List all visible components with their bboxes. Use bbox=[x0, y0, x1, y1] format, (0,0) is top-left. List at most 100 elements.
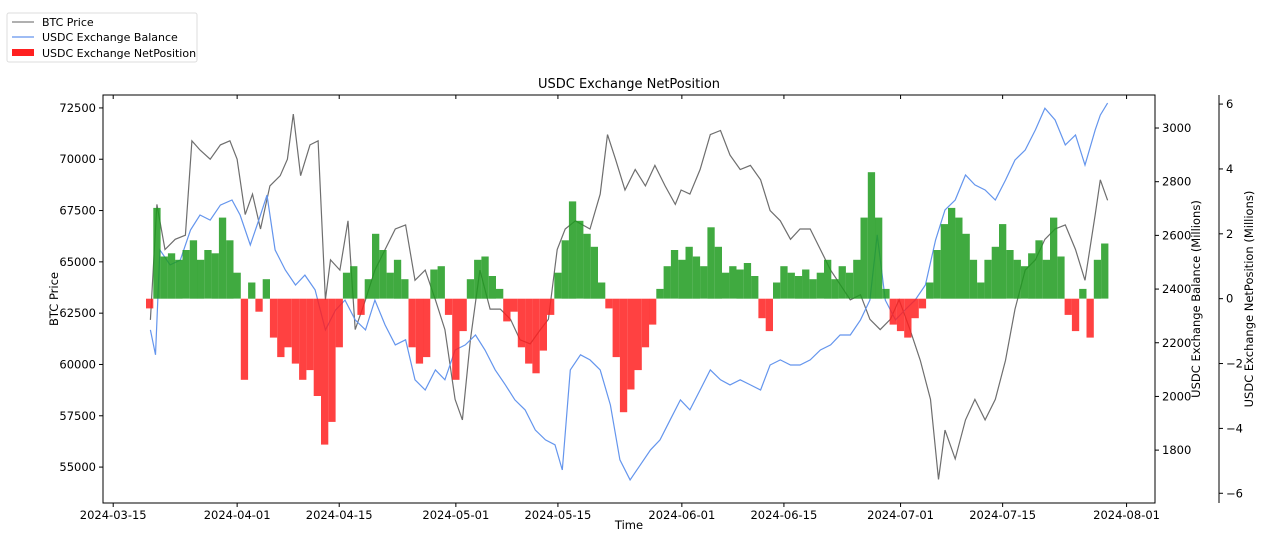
netposition-bar bbox=[153, 207, 161, 299]
net-tick-label: 2 bbox=[1226, 227, 1233, 241]
netposition-bar bbox=[787, 272, 795, 299]
netposition-bar bbox=[459, 298, 467, 332]
netposition-bar bbox=[605, 298, 613, 309]
price-tick-label: 62500 bbox=[59, 306, 96, 320]
netposition-bar bbox=[1071, 298, 1080, 332]
netposition-bar bbox=[824, 259, 832, 299]
netposition-bar bbox=[393, 259, 402, 299]
netposition-bar bbox=[765, 298, 773, 332]
netposition-bar bbox=[408, 298, 416, 348]
netposition-bar bbox=[306, 298, 314, 371]
netposition-bar bbox=[962, 233, 970, 299]
netposition-bar bbox=[248, 282, 256, 299]
legend: BTC Price USDC Exchange Balance USDC Exc… bbox=[6, 12, 198, 63]
netposition-bar bbox=[743, 263, 752, 299]
netposition-bar bbox=[918, 298, 927, 309]
netposition-bar bbox=[415, 298, 424, 364]
netposition-bar bbox=[583, 233, 591, 299]
netposition-bar bbox=[896, 298, 905, 332]
netposition-bar bbox=[867, 172, 876, 299]
balance-tick-label: 2600 bbox=[1162, 228, 1191, 242]
netposition-bar bbox=[379, 250, 387, 299]
netposition-bar bbox=[590, 246, 598, 299]
netposition-bar bbox=[547, 298, 555, 315]
net-tick-label: −6 bbox=[1226, 486, 1243, 500]
x-tick-label: 2024-04-01 bbox=[204, 508, 271, 522]
plot-frame bbox=[102, 94, 1156, 504]
x-tick-label: 2024-08-01 bbox=[1093, 508, 1160, 522]
netposition-bar bbox=[773, 282, 781, 299]
netposition-bar bbox=[401, 279, 409, 299]
netposition-bar bbox=[561, 240, 569, 299]
legend-label-balance: USDC Exchange Balance bbox=[42, 31, 178, 44]
netposition-bar bbox=[211, 253, 219, 299]
net-axis-label: USDC Exchange NetPosition (Millions) bbox=[1242, 191, 1256, 408]
netposition-bar bbox=[335, 298, 343, 348]
x-tick-label: 2024-03-15 bbox=[80, 508, 147, 522]
balance-tick-label: 1800 bbox=[1162, 443, 1191, 457]
x-tick-label: 2024-06-15 bbox=[750, 508, 817, 522]
netposition-bar bbox=[313, 298, 321, 396]
netposition-bar bbox=[678, 259, 686, 299]
netposition-bar bbox=[328, 298, 336, 422]
plot-area bbox=[146, 102, 1109, 482]
price-tick-label: 65000 bbox=[59, 255, 96, 269]
balance-tick-label: 2400 bbox=[1162, 282, 1191, 296]
netposition-bar bbox=[1028, 253, 1036, 299]
netposition-bar bbox=[481, 256, 489, 299]
netposition-bar bbox=[1086, 298, 1094, 338]
netposition-bar bbox=[1006, 250, 1014, 299]
netposition-bar bbox=[977, 282, 985, 299]
netposition-bar bbox=[430, 269, 438, 299]
netposition-bar bbox=[269, 298, 278, 338]
netposition-bar bbox=[554, 272, 562, 299]
netposition-bar bbox=[386, 272, 394, 299]
netposition-bar bbox=[641, 298, 650, 348]
netposition-bar bbox=[240, 298, 249, 380]
netposition-bar bbox=[940, 224, 948, 299]
axis-ticks: 2024-03-15 2024-04-01 2024-04-15 2024-05-01… bbox=[59, 95, 1243, 522]
price-tick-label: 57500 bbox=[59, 409, 96, 423]
x-tick-label: 2024-05-01 bbox=[422, 508, 489, 522]
netposition-bar bbox=[226, 240, 234, 299]
price-tick-label: 67500 bbox=[59, 204, 96, 218]
netposition-bar bbox=[911, 298, 919, 319]
netposition-bar bbox=[991, 246, 999, 299]
x-tick-label: 2024-07-15 bbox=[969, 508, 1036, 522]
netposition-bar bbox=[503, 298, 511, 322]
netposition-bar bbox=[364, 279, 372, 299]
netposition-bar bbox=[627, 298, 635, 390]
netposition-bar bbox=[1057, 256, 1065, 299]
price-line bbox=[149, 114, 1109, 480]
netposition-bar bbox=[474, 259, 482, 299]
netposition-bar bbox=[860, 217, 868, 299]
netposition-bar bbox=[568, 201, 577, 299]
netposition-bar bbox=[1064, 298, 1072, 315]
netposition-bar bbox=[758, 298, 766, 319]
x-tick-label: 2024-04-15 bbox=[306, 508, 373, 522]
netposition-bar bbox=[634, 298, 642, 371]
netposition-bar bbox=[204, 250, 212, 299]
netposition-bar bbox=[525, 298, 533, 364]
netposition-bar bbox=[845, 272, 854, 299]
balance-line bbox=[149, 102, 1109, 482]
netposition-bar bbox=[299, 298, 307, 380]
netposition-bar bbox=[517, 298, 526, 348]
netposition-bar bbox=[649, 298, 657, 325]
netposition-bar bbox=[700, 266, 708, 299]
netposition-bar bbox=[437, 266, 445, 299]
netposition-bar bbox=[780, 266, 788, 299]
netposition-bar bbox=[831, 279, 839, 299]
netposition-bar bbox=[670, 250, 679, 299]
netposition-bar bbox=[167, 253, 176, 299]
netposition-bar bbox=[1020, 266, 1029, 299]
x-axis-label: Time bbox=[614, 518, 643, 532]
netposition-bar bbox=[576, 220, 584, 299]
netposition-bar bbox=[423, 298, 431, 358]
netposition-bar bbox=[955, 217, 963, 299]
netposition-bar bbox=[889, 298, 897, 325]
netposition-bar bbox=[612, 298, 620, 358]
netposition-bar bbox=[875, 217, 883, 299]
netposition-bar bbox=[262, 279, 270, 299]
